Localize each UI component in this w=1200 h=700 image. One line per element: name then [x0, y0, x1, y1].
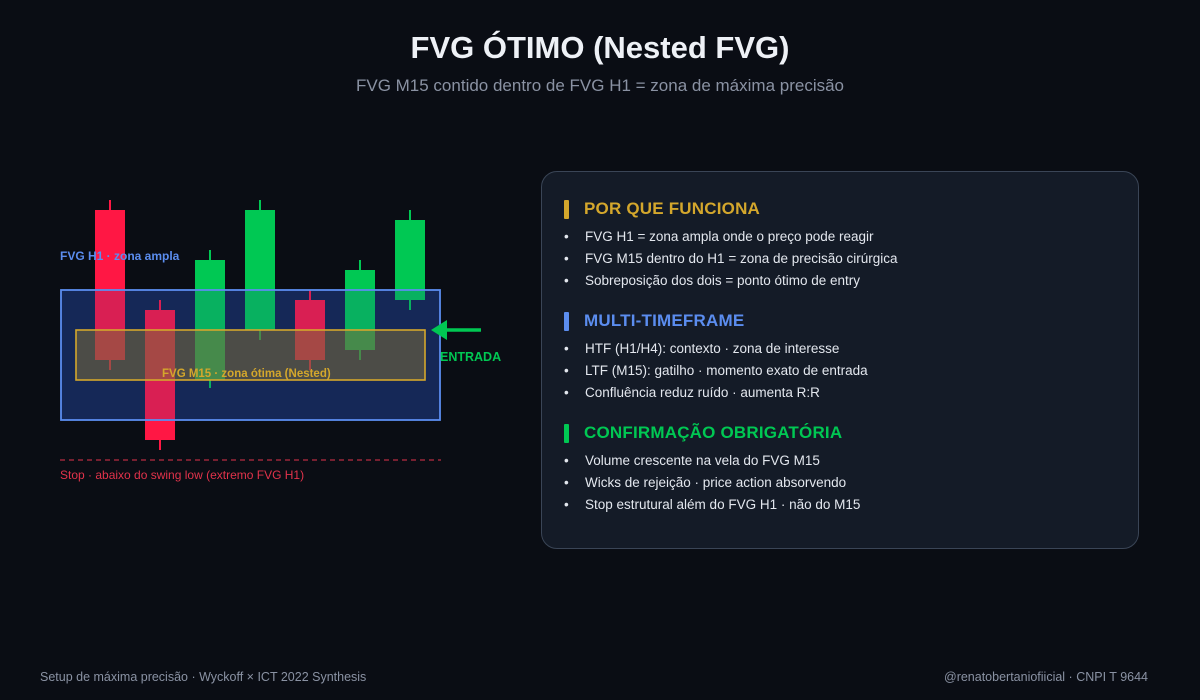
section-title: CONFIRMAÇÃO OBRIGATÓRIA	[584, 423, 843, 442]
bullet-item: HTF (H1/H4): contexto · zona de interess…	[564, 338, 868, 360]
stop-label: Stop · abaixo do swing low (extremo FVG …	[60, 468, 304, 482]
footer-right: @renatobertaniofiicial · CNPI T 9644	[944, 670, 1148, 684]
bullet-item: LTF (M15): gatilho · momento exato de en…	[564, 360, 868, 382]
bullet-item: Stop estrutural além do FVG H1 · não do …	[564, 494, 860, 516]
bullet-item: Volume crescente na vela do FVG M15	[564, 450, 860, 472]
bullet-item: FVG H1 = zona ampla onde o preço pode re…	[564, 226, 898, 248]
m15-zone	[75, 329, 426, 381]
bullet-list: FVG H1 = zona ampla onde o preço pode re…	[564, 226, 898, 292]
h1-zone-label: FVG H1 · zona ampla	[60, 249, 180, 263]
section-confirmacao-obrigatoria: CONFIRMAÇÃO OBRIGATÓRIA Volume crescente…	[564, 422, 860, 516]
section-por-que-funciona: POR QUE FUNCIONA FVG H1 = zona ampla ond…	[564, 198, 898, 292]
page-subtitle: FVG M15 contido dentro de FVG H1 = zona …	[355, 76, 845, 95]
section-accent-bar	[564, 423, 569, 443]
bullet-item: FVG M15 dentro do H1 = zona de precisão …	[564, 248, 898, 270]
section-multi-timeframe: MULTI-TIMEFRAME HTF (H1/H4): contexto · …	[564, 310, 868, 404]
bullet-list: Volume crescente na vela do FVG M15 Wick…	[564, 450, 860, 516]
entry-label: ENTRADA	[440, 350, 501, 364]
section-title: POR QUE FUNCIONA	[584, 199, 761, 218]
entry-arrow	[431, 320, 481, 340]
bullish-candle-body	[395, 220, 425, 300]
page-title: FVG ÓTIMO (Nested FVG)	[410, 30, 790, 65]
bullish-candle-body	[245, 210, 275, 330]
bullet-item: Sobreposição dos dois = ponto ótimo de e…	[564, 270, 898, 292]
explanation-panel: POR QUE FUNCIONA FVG H1 = zona ampla ond…	[541, 171, 1139, 549]
footer-left: Setup de máxima precisão · Wyckoff × ICT…	[40, 670, 367, 684]
section-title: MULTI-TIMEFRAME	[584, 311, 745, 330]
m15-zone-label: FVG M15 · zona ótima (Nested)	[162, 368, 331, 380]
nested-fvg-diagram: FVG H1 · zona ampla FVG M15 · zona ótima…	[60, 200, 501, 482]
section-accent-bar	[564, 199, 569, 219]
bullet-list: HTF (H1/H4): contexto · zona de interess…	[564, 338, 868, 404]
section-accent-bar	[564, 311, 569, 331]
bullet-item: Confluência reduz ruído · aumenta R:R	[564, 382, 868, 404]
bullet-item: Wicks de rejeição · price action absorve…	[564, 472, 860, 494]
